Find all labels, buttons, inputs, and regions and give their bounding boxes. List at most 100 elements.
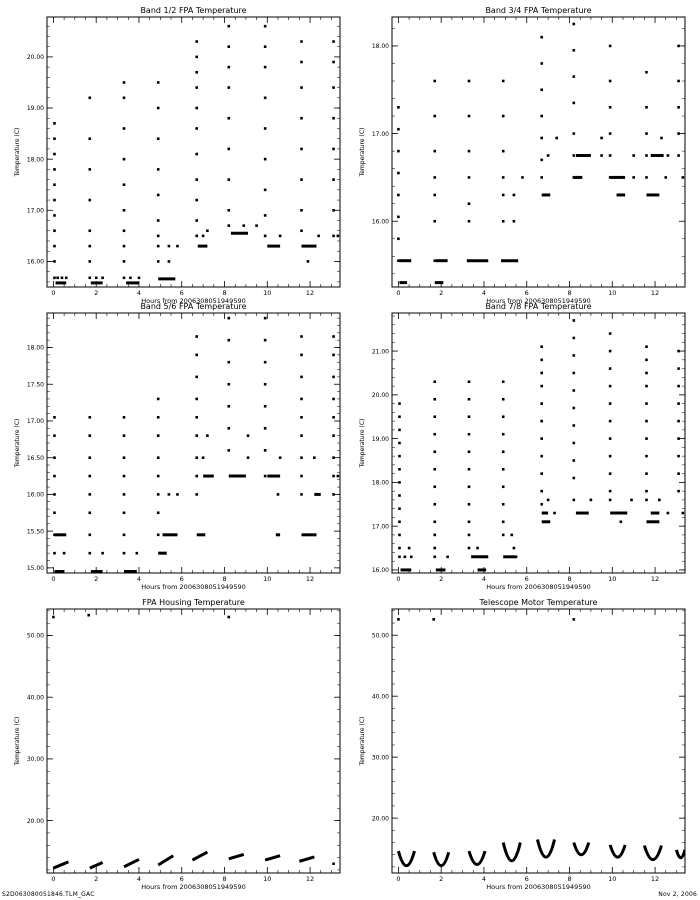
data-point — [433, 533, 437, 537]
data-point — [255, 224, 258, 227]
x-tick-label: 8 — [222, 289, 226, 297]
data-point — [336, 234, 340, 238]
data-point — [572, 75, 576, 78]
data-point — [332, 456, 335, 459]
data-point — [397, 127, 400, 131]
data-run — [52, 860, 69, 870]
data-point — [167, 244, 171, 248]
data-point — [433, 79, 437, 83]
data-point — [156, 219, 160, 222]
data-point — [467, 149, 471, 153]
data-point — [278, 456, 282, 459]
data-point — [227, 615, 231, 619]
data-point — [658, 498, 661, 502]
data-point — [332, 375, 335, 379]
data-point — [313, 456, 316, 459]
data-point — [332, 178, 335, 181]
y-tick-label: 30.00 — [372, 754, 389, 761]
data-point — [572, 132, 576, 135]
data-point — [501, 467, 505, 471]
data-point — [195, 106, 199, 110]
data-point — [156, 106, 160, 110]
data-point — [53, 260, 56, 263]
y-tick-label: 20.00 — [27, 54, 44, 61]
data-point — [632, 154, 635, 157]
data-point — [56, 276, 59, 280]
y-axis-label: Temperature (C) — [14, 128, 21, 178]
data-run — [264, 854, 281, 862]
y-tick-label: 18.00 — [372, 480, 389, 487]
data-point — [300, 60, 303, 64]
data-point — [632, 176, 635, 179]
data-point — [540, 489, 544, 493]
data-point — [53, 551, 56, 555]
data-point — [540, 345, 544, 349]
data-point — [195, 415, 199, 419]
data-point — [300, 397, 303, 401]
data-point — [332, 86, 335, 89]
data-point — [195, 40, 199, 43]
data-point — [263, 65, 267, 69]
x-tick-label: 6 — [180, 875, 184, 883]
data-marks — [52, 613, 335, 870]
data-point — [122, 533, 126, 537]
data-point — [540, 454, 544, 458]
data-point — [433, 176, 437, 179]
data-point — [608, 367, 612, 370]
x-tick-label: 8 — [222, 875, 226, 883]
data-point — [677, 349, 680, 353]
data-point — [195, 152, 199, 156]
data-point — [664, 176, 668, 179]
data-point — [645, 472, 648, 475]
data-point — [572, 101, 576, 105]
data-point — [510, 533, 514, 537]
data-point — [677, 154, 680, 157]
data-point — [608, 419, 612, 423]
x-tick-label: 10 — [608, 289, 616, 297]
x-tick-label: 4 — [137, 289, 141, 297]
x-tick-label: 6 — [525, 289, 529, 297]
data-point — [156, 415, 160, 419]
data-point — [467, 502, 471, 506]
data-point — [122, 244, 126, 248]
x-tick-label: 2 — [439, 875, 443, 883]
data-point — [501, 79, 505, 83]
data-point — [122, 415, 126, 419]
data-point — [227, 360, 231, 364]
chart-panel-1: Band 1/2 FPA Temperature Hours from 20063… — [14, 6, 341, 305]
x-tick-label: 4 — [482, 289, 486, 297]
data-point — [572, 498, 576, 502]
data-point — [94, 276, 98, 280]
data-point — [540, 88, 544, 92]
data-point — [195, 55, 199, 59]
data-point — [176, 244, 179, 248]
data-point — [398, 441, 401, 445]
x-tick-label: 4 — [482, 875, 486, 883]
y-tick-label: 30.00 — [27, 756, 44, 763]
x-axis-label: Hours from 2006308051949590 — [486, 583, 590, 591]
data-marks — [397, 22, 685, 285]
data-point — [88, 260, 92, 263]
y-tick-label: 20.00 — [27, 818, 44, 825]
data-point — [332, 353, 335, 357]
data-point — [467, 219, 471, 223]
data-point — [195, 493, 199, 496]
data-point — [409, 555, 413, 559]
data-point — [433, 467, 437, 471]
data-point — [246, 434, 250, 437]
data-point — [645, 419, 648, 423]
data-point — [501, 380, 505, 384]
data-point — [206, 229, 209, 233]
x-tick-label: 2 — [94, 875, 98, 883]
y-tick-label: 20.00 — [372, 815, 389, 822]
data-point — [467, 380, 471, 384]
data-point — [572, 424, 576, 427]
data-point — [195, 353, 199, 357]
y-tick-label: 15.50 — [27, 528, 44, 535]
data-point — [300, 456, 303, 459]
data-point — [397, 105, 400, 109]
data-point — [300, 375, 303, 379]
x-tick-label: 4 — [137, 575, 141, 583]
data-point — [227, 24, 231, 28]
chart-panel-6: Telescope Motor Temperature Hours from 20… — [359, 598, 686, 891]
